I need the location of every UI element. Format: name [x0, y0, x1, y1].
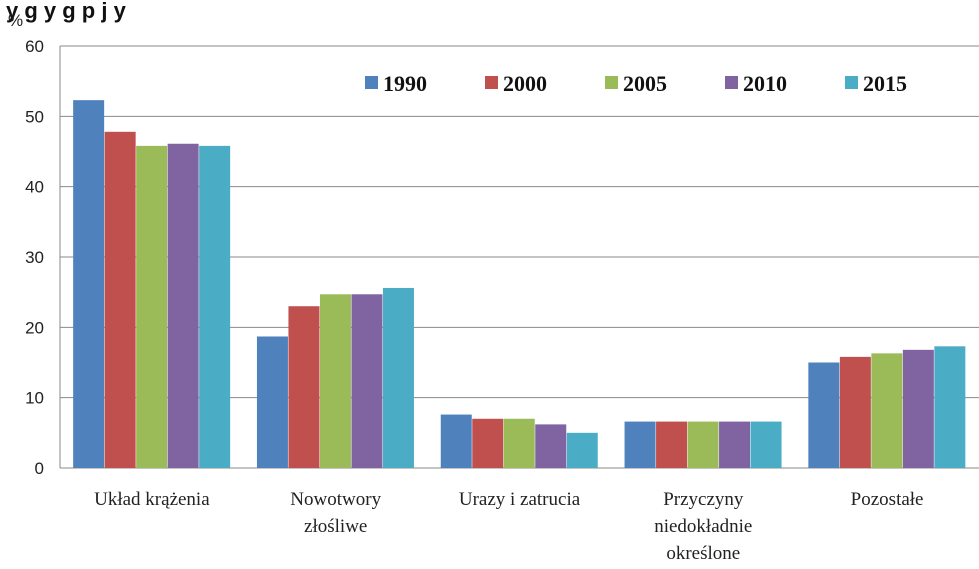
bar-2010-cat-2: [535, 424, 567, 468]
y-tick-label: 20: [25, 318, 44, 337]
category-label: Układ krążenia: [94, 489, 210, 510]
bar-2005-cat-3: [687, 421, 719, 468]
bar-2000-cat-0: [104, 131, 136, 468]
y-tick-label: 0: [35, 459, 44, 478]
bar-2010-cat-1: [351, 294, 383, 468]
y-unit-label: %: [8, 11, 23, 30]
legend-swatch-1990: [365, 76, 378, 89]
y-tick-label: 50: [25, 107, 44, 126]
bar-2015-cat-0: [199, 145, 231, 468]
bars-group: [73, 100, 966, 468]
category-label: Nowotwory: [290, 489, 381, 510]
legend-label-2005: 2005: [623, 71, 667, 96]
bar-2005-cat-0: [136, 145, 168, 468]
bar-2015-cat-2: [566, 432, 598, 468]
bar-2010-cat-3: [719, 421, 751, 468]
y-tick-label: 60: [25, 37, 44, 56]
bar-2005-cat-2: [503, 418, 535, 468]
legend-label-2015: 2015: [863, 71, 907, 96]
bar-2000-cat-4: [839, 356, 871, 468]
bar-1990-cat-1: [256, 336, 288, 468]
legend-swatch-2005: [605, 76, 618, 89]
legend-label-2000: 2000: [503, 71, 547, 96]
bar-2005-cat-4: [871, 353, 903, 468]
bar-2000-cat-3: [656, 421, 688, 468]
legend-label-1990: 1990: [383, 71, 427, 96]
bar-1990-cat-4: [808, 362, 840, 468]
category-label: Urazy i zatrucia: [459, 489, 581, 510]
y-tick-label: 10: [25, 389, 44, 408]
bar-2015-cat-3: [750, 421, 782, 468]
category-label: określone: [666, 543, 740, 564]
legend-swatch-2000: [485, 76, 498, 89]
bar-1990-cat-0: [73, 100, 105, 468]
bar-2015-cat-1: [382, 287, 414, 468]
bar-2000-cat-1: [288, 306, 320, 468]
y-tick-label: 40: [25, 178, 44, 197]
y-tick-label: 30: [25, 248, 44, 267]
category-label: złośliwe: [304, 516, 367, 537]
legend-swatch-2010: [725, 76, 738, 89]
bar-2015-cat-4: [934, 346, 966, 468]
category-label: Pozostałe: [851, 489, 924, 510]
y-tick-labels: 0 10 20 30 40 50 60: [25, 37, 44, 478]
chart-title-partial: y g y g p j y: [6, 0, 127, 23]
bar-1990-cat-3: [624, 421, 656, 468]
legend-swatch-2015: [845, 76, 858, 89]
bar-2010-cat-0: [167, 143, 199, 468]
legend: 1990 2000 2005 2010 2015: [365, 71, 907, 96]
category-label: Przyczyny: [663, 489, 744, 510]
bar-1990-cat-2: [440, 414, 472, 468]
bar-2005-cat-1: [319, 294, 351, 468]
category-label: niedokładnie: [654, 516, 752, 537]
category-labels: Układ krążenia Nowotwory złośliwe Urazy i z…: [94, 489, 923, 564]
bar-2000-cat-2: [472, 418, 504, 468]
legend-label-2010: 2010: [743, 71, 787, 96]
bar-2010-cat-4: [902, 349, 934, 468]
